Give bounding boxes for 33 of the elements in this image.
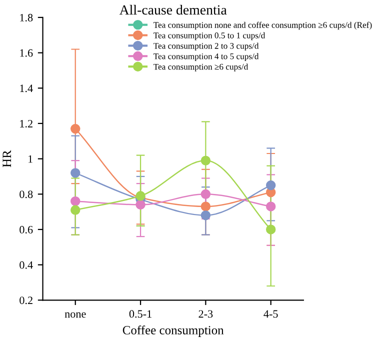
point: [200, 202, 211, 212]
legend-label: Tea consumption 0.5 to 1 cups/d: [154, 32, 266, 40]
point: [70, 168, 80, 178]
x-tick-label: 0.5-1: [129, 310, 152, 318]
y-tick-label: 1.8: [20, 14, 33, 22]
legend-label: Tea consumption 4 to 5 cups/d: [154, 53, 259, 61]
y-tick-label: 1.6: [20, 49, 33, 57]
point: [70, 196, 80, 206]
x-tick-label: 2-3: [198, 310, 213, 318]
y-tick-label: 1.4: [20, 84, 33, 92]
point: [136, 200, 146, 210]
legend-label: Tea consumption ≥6 cups/d: [154, 64, 248, 72]
x-tick-label: none: [64, 312, 86, 318]
y-tick-label: 0.8: [20, 190, 33, 198]
y-tick-label: 1.2: [20, 120, 32, 128]
y-tick-label: 0.2: [20, 296, 32, 304]
y-tick-label: 0.6: [20, 226, 33, 234]
x-tick-label: 4-5: [264, 310, 278, 318]
point: [200, 156, 211, 166]
point: [200, 189, 211, 199]
point: [70, 205, 80, 215]
y-axis-title: HR: [2, 150, 11, 168]
point: [266, 224, 276, 234]
legend-label: Tea consumption 2 to 3 cups/d: [154, 42, 259, 51]
legend-label: Tea consumption none and coffee consumption ≥6 cups/d (Ref): [154, 22, 372, 30]
y-tick-label: 0.4: [20, 261, 33, 269]
point: [200, 210, 211, 220]
point: [266, 202, 276, 212]
point: [266, 180, 276, 190]
x-axis-title: Coffee consumption: [122, 325, 224, 337]
point: [70, 124, 80, 134]
chart-title: All-cause dementia: [119, 4, 227, 15]
y-tick-label: 1: [28, 155, 32, 163]
